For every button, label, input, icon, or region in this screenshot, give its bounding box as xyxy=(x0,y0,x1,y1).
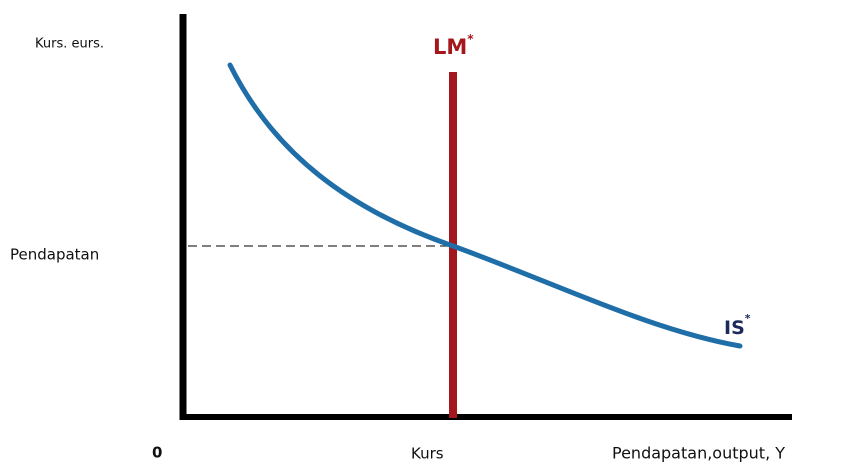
x-level-label: Kurs xyxy=(411,445,444,463)
x-axis-label: Pendapatan,output, Y xyxy=(612,444,785,463)
is-label: IS* xyxy=(724,312,751,339)
y-axis-label: Kurs. eurs. xyxy=(35,37,104,52)
lm-label: LM* xyxy=(433,32,474,60)
origin-label: 0 xyxy=(152,444,162,462)
is-curve xyxy=(227,62,743,349)
y-level-label: Pendapatan xyxy=(10,246,99,264)
